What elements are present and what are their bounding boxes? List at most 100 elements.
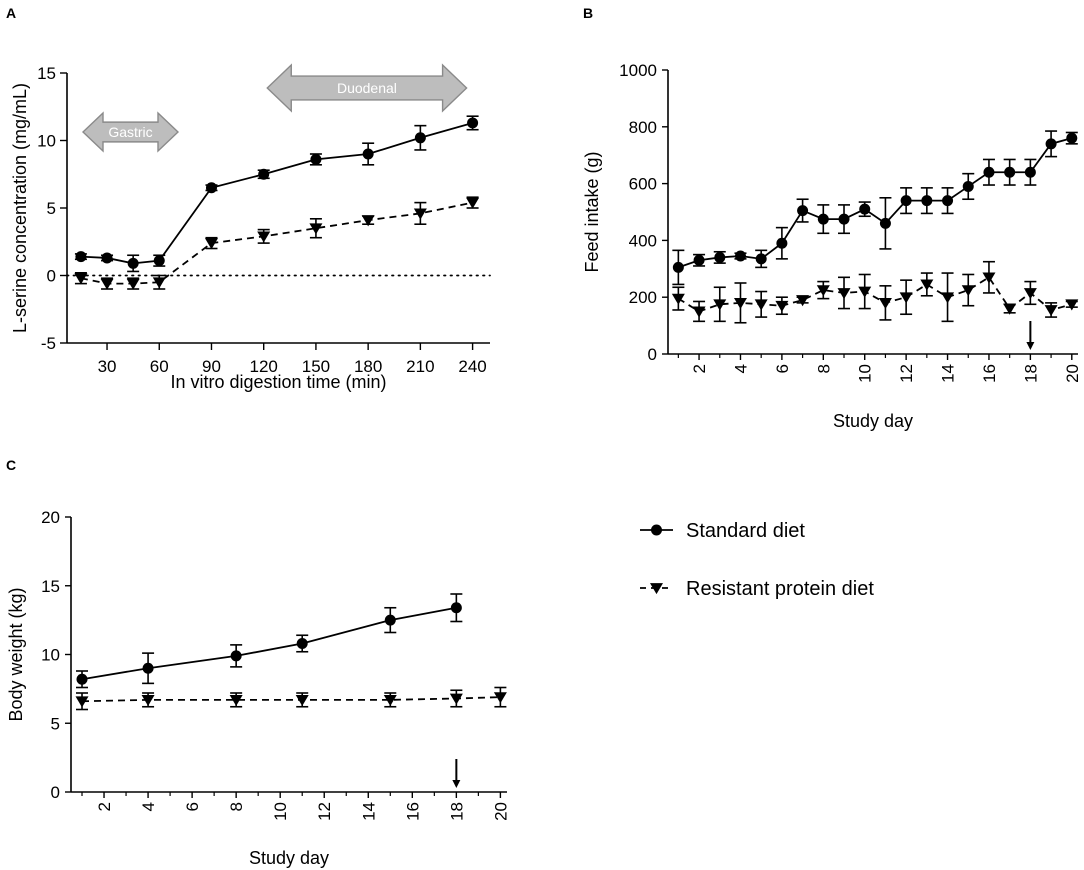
panel-c-data-point: [230, 650, 242, 662]
panel-a-x-tick-label: 150: [302, 357, 330, 376]
panel-b-x-tick-label: 16: [980, 364, 999, 383]
panel-b-x-tick-label: 8: [814, 364, 833, 373]
panel-a-data-point: [361, 215, 375, 227]
panel-a-data-point: [100, 278, 114, 290]
panel-b-y-axis-label: Feed intake (g): [582, 151, 602, 272]
panel-b-data-point: [755, 253, 767, 265]
panel-b-series-line: [677, 276, 1073, 313]
panel-c-y-tick-label: 0: [51, 783, 60, 802]
panel-b-data-point: [1045, 138, 1057, 150]
panel-a-y-tick-label: 5: [47, 199, 56, 218]
panel-b-y-tick-label: 800: [629, 118, 657, 137]
panel-b-data-point: [816, 285, 830, 297]
panel-b-x-tick-label: 18: [1021, 364, 1040, 383]
panel-b-y-tick-label: 200: [629, 288, 657, 307]
panel-c-data-point: [296, 638, 308, 649]
panel-a-data-point: [204, 238, 218, 250]
panel-a-chart: A -5 0 5 10 15 30 60 90 120 150 180 210 240 L-serine c…: [6, 5, 491, 392]
panel-b-data-point: [775, 300, 789, 312]
panel-c-x-tick-label: 12: [315, 802, 334, 821]
panel-a-data-point: [362, 148, 374, 160]
panel-a-data-point: [310, 153, 322, 165]
panel-b-data-point: [878, 298, 892, 310]
panel-a-x-tick-label: 120: [250, 357, 278, 376]
panel-a-series-line: [80, 201, 473, 285]
panel-a-x-tick-label: 240: [458, 357, 486, 376]
panel-b-data-point: [858, 286, 872, 298]
panel-c-data-point: [75, 696, 89, 708]
panel-b-data-point: [941, 292, 955, 304]
panel-b-data-point: [817, 213, 829, 225]
panel-a-x-axis-label: In vitro digestion time (min): [170, 372, 386, 392]
panel-c-x-tick-label: 4: [139, 802, 158, 811]
panel-b-data-point: [1044, 305, 1058, 317]
panel-b-data-point: [982, 272, 996, 284]
panel-a-data-point: [153, 255, 165, 267]
panel-b-data-point: [754, 299, 768, 311]
panel-b-day-arrow-head: [1026, 342, 1035, 350]
panel-b-data-point: [942, 195, 954, 207]
panel-b-label: B: [583, 5, 593, 21]
panel-a-data-point: [309, 223, 323, 235]
panel-b-data-point: [713, 299, 727, 311]
panel-b-data-point: [921, 195, 933, 207]
panel-b-x-tick-label: 12: [897, 364, 916, 383]
panel-b-data-point: [796, 295, 810, 307]
panel-b-data-point: [899, 292, 913, 304]
panel-c-data-point: [141, 695, 155, 707]
panel-c-data-point: [229, 695, 243, 707]
panel-b-chart: B 0 200 400 600 800 1000 2 4 6 8 10 12 14 16 18 20 Feed i…: [582, 5, 1082, 431]
panel-b-data-point: [961, 285, 975, 297]
panel-a-data-point: [466, 197, 480, 209]
panel-b-x-tick-label: 20: [1063, 364, 1082, 383]
panel-c-y-tick-label: 15: [41, 577, 60, 596]
panel-a-x-tick-label: 180: [354, 357, 382, 376]
panel-c-x-tick-label: 20: [491, 802, 510, 821]
panel-b-data-point: [859, 203, 871, 215]
panel-b-x-tick-label: 2: [690, 364, 709, 373]
panel-b-data-point: [672, 261, 684, 273]
panel-a-data-point: [205, 182, 217, 194]
panel-a-data-point: [414, 132, 426, 144]
panel-b-data-point: [671, 293, 685, 305]
panel-b-data-point: [733, 298, 747, 310]
panel-c-x-tick-label: 2: [95, 802, 114, 811]
panel-a-annotation-arrow-gastric: [81, 111, 180, 153]
panel-b-data-point: [879, 217, 891, 229]
panel-a-data-point: [101, 252, 113, 264]
panel-b-series-standard: [672, 130, 1078, 286]
panel-c-x-tick-label: 14: [359, 802, 378, 821]
panel-c-label: C: [6, 457, 16, 473]
panel-c-x-axis-label: Study day: [249, 848, 329, 868]
panel-a-data-point: [258, 168, 270, 180]
panel-a-annotation-label-duodenal: Duodenal: [337, 80, 397, 96]
panel-c-y-tick-label: 10: [41, 646, 60, 665]
panel-c-series-standard: [76, 593, 463, 689]
panel-b-x-axis-label: Study day: [833, 411, 913, 431]
panel-b-data-point: [962, 180, 974, 192]
panel-a-data-point: [126, 278, 140, 290]
panel-b-data-point: [983, 166, 995, 178]
panel-c-x-tick-label: 18: [447, 802, 466, 821]
panel-b-data-point: [1065, 299, 1079, 311]
panel-a-series-standard: [74, 115, 479, 273]
panel-c-y-tick-label: 20: [41, 508, 60, 527]
panel-b-data-point: [1004, 166, 1016, 178]
panel-c-data-point: [76, 673, 88, 685]
panel-b-x-tick-label: 10: [856, 364, 875, 383]
panel-c-series-resistant: [75, 686, 507, 711]
panel-b-y-tick-label: 600: [629, 175, 657, 194]
panel-a-label: A: [6, 5, 16, 21]
panel-a-x-tick-label: 60: [150, 357, 169, 376]
legend-marker-0: [651, 524, 662, 536]
panel-a-data-point: [127, 257, 139, 269]
panel-b-data-point: [692, 306, 706, 318]
panel-a-data-point: [74, 273, 88, 285]
panel-b-y-tick-label: 400: [629, 231, 657, 250]
panel-b-y-tick-label: 1000: [619, 61, 657, 80]
panel-a-x-tick-label: 30: [98, 357, 117, 376]
panel-c-data-point: [449, 693, 463, 705]
panel-a-data-point: [413, 208, 427, 220]
panel-a-annotation-arrow-duodenal: [266, 63, 468, 113]
